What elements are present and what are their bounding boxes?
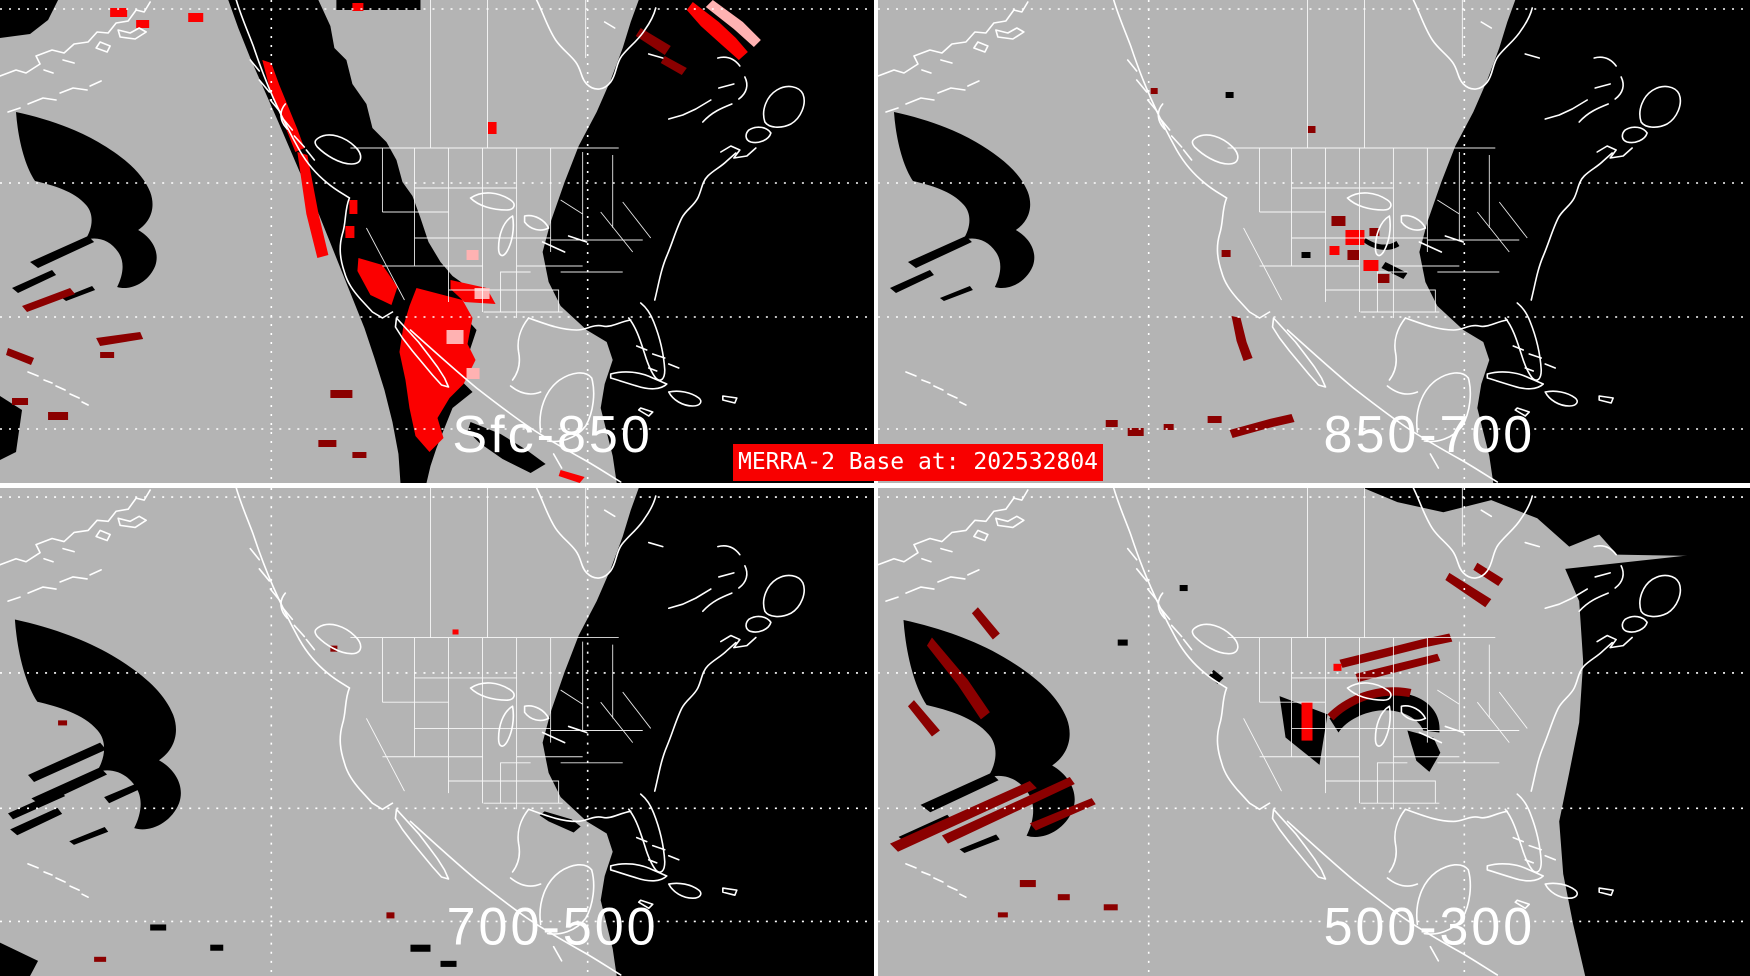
missing-data-region-atlantic <box>1559 548 1750 976</box>
panel-label: Sfc-850 <box>452 406 652 464</box>
panel-sfc-850: Sfc-850 <box>0 0 874 483</box>
panel-500-300: 500-300 <box>878 488 1750 976</box>
panel-850-700: 850-700 <box>878 0 1750 483</box>
detection-red-patches <box>110 2 748 483</box>
missing-data-small-marks <box>1225 92 1408 279</box>
detection-dark-red-patches <box>1105 88 1390 438</box>
panel-label: 850-700 <box>1324 406 1536 464</box>
detection-red-patches <box>1301 663 1342 741</box>
panel-label: 500-300 <box>1324 898 1536 956</box>
detection-pink-patches <box>446 0 761 379</box>
panel-label: 700-500 <box>447 898 659 956</box>
panel-700-500: 700-500 <box>0 488 874 976</box>
missing-data-small-marks <box>0 742 581 976</box>
detection-dark-red-patches <box>6 28 687 458</box>
base-timestamp-banner: MERRA-2 Base at: 202532804 <box>733 444 1103 481</box>
detection-red-patches <box>452 629 459 635</box>
